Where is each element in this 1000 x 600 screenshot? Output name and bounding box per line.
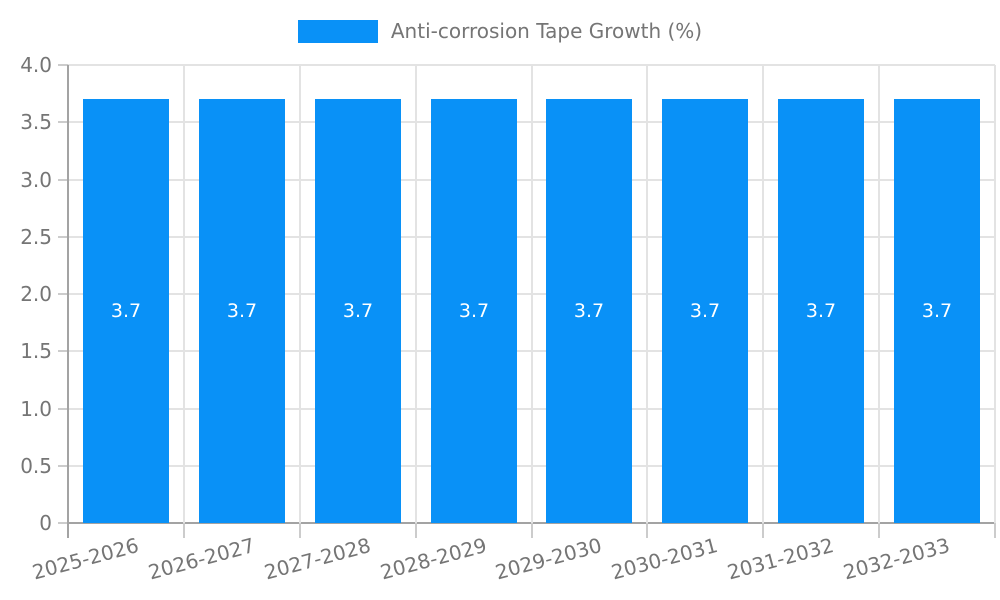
bar[interactable]: [431, 99, 517, 523]
y-tick-mark: [58, 407, 68, 410]
x-gridline: [878, 65, 881, 523]
x-tick-mark: [878, 523, 881, 538]
y-tick-mark: [58, 64, 68, 66]
bar-value-label: 3.7: [921, 300, 953, 322]
bar-value-label: 3.7: [573, 300, 605, 322]
y-tick-mark: [58, 350, 68, 353]
x-tick-label[interactable]: 2029-2030: [493, 533, 605, 585]
x-tick-mark: [530, 523, 533, 538]
y-tick-mark: [58, 121, 68, 124]
bar-value-label: 3.7: [805, 300, 837, 322]
x-tick-mark: [994, 523, 996, 538]
bar-value-label: 3.7: [226, 300, 258, 322]
y-axis-line: [67, 65, 69, 538]
y-tick-label: 1.5: [20, 339, 52, 364]
x-gridline: [182, 65, 185, 523]
bar[interactable]: [199, 99, 285, 523]
y-tick-mark: [58, 464, 68, 467]
bar-value-label: 3.7: [110, 300, 142, 322]
x-gridline: [414, 65, 417, 523]
bar[interactable]: [778, 99, 864, 523]
bar[interactable]: [83, 99, 169, 523]
x-gridline: [646, 65, 649, 523]
y-tick-label: 1.0: [20, 396, 52, 421]
y-tick-mark: [58, 293, 68, 295]
legend-swatch: [297, 19, 378, 43]
y-tick-mark: [58, 522, 68, 524]
x-tick-mark: [182, 523, 185, 538]
x-tick-label[interactable]: 2030-2031: [609, 533, 721, 585]
bar[interactable]: [315, 99, 401, 523]
legend-label: Anti-corrosion Tape Growth (%): [390, 19, 703, 43]
y-tick-label: 4.0: [20, 53, 52, 77]
x-tick-label[interactable]: 2031-2032: [724, 533, 837, 585]
y-tick-label: 0.5: [20, 453, 52, 478]
x-tick-label[interactable]: 2032-2033: [840, 533, 953, 585]
y-tick-mark: [58, 235, 68, 238]
x-tick-label[interactable]: 2027-2028: [261, 533, 373, 585]
x-tick-label[interactable]: 2025-2026: [29, 533, 142, 585]
x-gridline: [530, 65, 533, 523]
x-tick-label[interactable]: 2028-2029: [377, 533, 489, 585]
y-tick-label: 2.5: [20, 224, 52, 249]
y-tick-label: 2.0: [20, 282, 52, 306]
y-tick-label: 3.0: [20, 167, 52, 192]
bar[interactable]: [894, 99, 980, 523]
x-tick-mark: [646, 523, 649, 538]
x-tick-mark: [298, 523, 301, 538]
x-gridline: [762, 65, 765, 523]
y-tick-mark: [58, 178, 68, 181]
x-tick-label[interactable]: 2026-2027: [145, 533, 258, 585]
y-tick-label: 3.5: [20, 110, 52, 135]
x-tick-mark: [414, 523, 417, 538]
bar[interactable]: [662, 99, 748, 523]
bar-value-label: 3.7: [458, 300, 490, 322]
legend[interactable]: Anti-corrosion Tape Growth (%): [0, 18, 1000, 44]
bar[interactable]: [546, 99, 632, 523]
bar-value-label: 3.7: [689, 300, 721, 322]
x-tick-mark: [762, 523, 765, 538]
y-tick-label: 0: [39, 511, 52, 535]
x-gridline: [298, 65, 301, 523]
x-gridline: [994, 65, 996, 523]
bar-value-label: 3.7: [342, 300, 374, 322]
